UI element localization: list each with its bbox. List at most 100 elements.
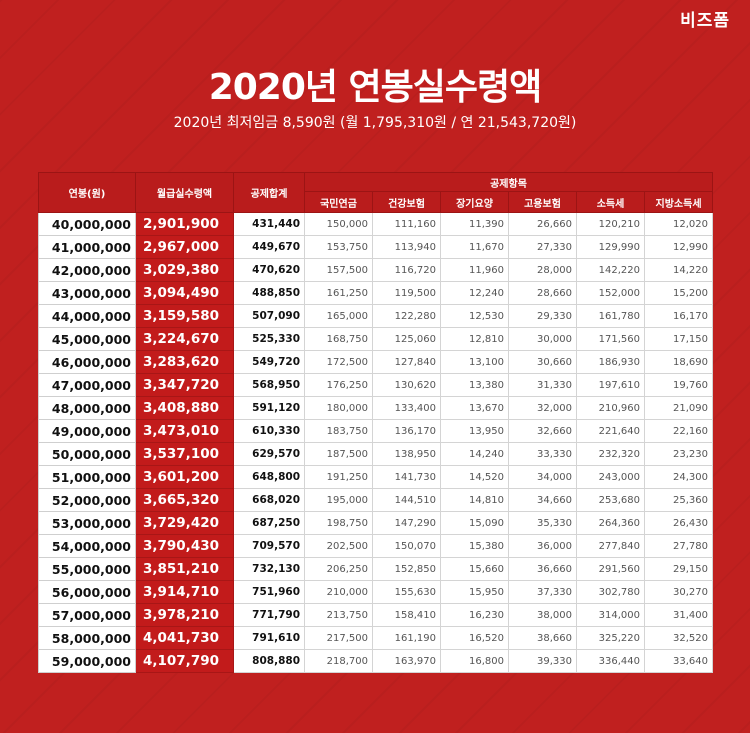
net-monthly-cell: 3,729,420 [135, 511, 234, 535]
local-income-tax-cell: 29,150 [643, 557, 714, 581]
total-deduction-cell: 488,850 [233, 281, 305, 305]
health-insurance-cell: 144,510 [372, 488, 441, 512]
income-tax-cell: 152,000 [576, 281, 645, 305]
pension-cell: 206,250 [304, 557, 373, 581]
long-term-care-cell: 14,520 [440, 465, 509, 489]
pension-cell: 183,750 [304, 419, 373, 443]
income-tax-cell: 210,960 [576, 396, 645, 420]
employment-insurance-cell: 36,660 [508, 557, 577, 581]
long-term-care-cell: 13,100 [440, 350, 509, 374]
annual-salary-cell: 42,000,000 [38, 258, 136, 282]
employment-insurance-cell: 38,660 [508, 626, 577, 650]
local-income-tax-cell: 17,150 [643, 327, 714, 351]
table-row: 52,000,000 3,665,320 668,020 195,000 144,510… [38, 488, 714, 512]
annual-salary-cell: 46,000,000 [38, 350, 136, 374]
pension-cell: 195,000 [304, 488, 373, 512]
local-income-tax-cell: 25,360 [643, 488, 714, 512]
table-row: 55,000,000 3,851,210 732,130 206,250 152,850… [38, 557, 714, 581]
health-insurance-cell: 150,070 [372, 534, 441, 558]
health-insurance-cell: 163,970 [372, 649, 441, 673]
employment-insurance-cell: 28,660 [508, 281, 577, 305]
pension-cell: 218,700 [304, 649, 373, 673]
annual-salary-cell: 40,000,000 [38, 212, 136, 236]
employment-insurance-cell: 35,330 [508, 511, 577, 535]
total-deduction-cell: 808,880 [233, 649, 305, 673]
health-insurance-cell: 141,730 [372, 465, 441, 489]
local-income-tax-cell: 16,170 [643, 304, 714, 328]
brand-logo: 비즈폼 [680, 11, 730, 31]
annual-salary-cell: 54,000,000 [38, 534, 136, 558]
income-tax-cell: 277,840 [576, 534, 645, 558]
local-income-tax-cell: 21,090 [643, 396, 714, 420]
income-tax-cell: 232,320 [576, 442, 645, 466]
net-monthly-cell: 3,094,490 [135, 281, 234, 305]
annual-salary-cell: 43,000,000 [38, 281, 136, 305]
long-term-care-cell: 15,380 [440, 534, 509, 558]
header-employment-insurance: 고용보험 [508, 191, 577, 213]
total-deduction-cell: 791,610 [233, 626, 305, 650]
health-insurance-cell: 152,850 [372, 557, 441, 581]
income-tax-cell: 314,000 [576, 603, 645, 627]
net-monthly-cell: 3,665,320 [135, 488, 234, 512]
long-term-care-cell: 16,230 [440, 603, 509, 627]
health-insurance-cell: 111,160 [372, 212, 441, 236]
total-deduction-cell: 525,330 [233, 327, 305, 351]
net-monthly-cell: 3,408,880 [135, 396, 234, 420]
annual-salary-cell: 45,000,000 [38, 327, 136, 351]
annual-salary-cell: 50,000,000 [38, 442, 136, 466]
net-monthly-cell: 3,978,210 [135, 603, 234, 627]
header-deduction-group: 공제항목 [303, 172, 714, 192]
table-row: 46,000,000 3,283,620 549,720 172,500 127,840… [38, 350, 714, 374]
annual-salary-cell: 57,000,000 [38, 603, 136, 627]
long-term-care-cell: 11,670 [440, 235, 509, 259]
table-row: 54,000,000 3,790,430 709,570 202,500 150,070… [38, 534, 714, 558]
table-row: 59,000,000 4,107,790 808,880 218,700 163,970… [38, 649, 714, 673]
table-row: 57,000,000 3,978,210 771,790 213,750 158,410… [38, 603, 714, 627]
net-monthly-cell: 2,967,000 [135, 235, 234, 259]
local-income-tax-cell: 33,640 [643, 649, 714, 673]
page-title: 2020년 연봉실수령액 [208, 67, 543, 108]
total-deduction-cell: 610,330 [233, 419, 305, 443]
table-row: 40,000,000 2,901,900 431,440 150,000 111,160… [38, 212, 714, 236]
pension-cell: 150,000 [304, 212, 373, 236]
health-insurance-cell: 138,950 [372, 442, 441, 466]
table-row: 50,000,000 3,537,100 629,570 187,500 138,950… [38, 442, 714, 466]
health-insurance-cell: 133,400 [372, 396, 441, 420]
annual-salary-cell: 47,000,000 [38, 373, 136, 397]
total-deduction-cell: 732,130 [233, 557, 305, 581]
health-insurance-cell: 122,280 [372, 304, 441, 328]
income-tax-cell: 336,440 [576, 649, 645, 673]
long-term-care-cell: 12,530 [440, 304, 509, 328]
total-deduction-cell: 648,800 [233, 465, 305, 489]
employment-insurance-cell: 27,330 [508, 235, 577, 259]
table-row: 43,000,000 3,094,490 488,850 161,250 119,500… [38, 281, 714, 305]
local-income-tax-cell: 12,020 [643, 212, 714, 236]
local-income-tax-cell: 27,780 [643, 534, 714, 558]
header-pension: 국민연금 [304, 191, 373, 213]
health-insurance-cell: 158,410 [372, 603, 441, 627]
net-monthly-cell: 3,159,580 [135, 304, 234, 328]
local-income-tax-cell: 30,270 [643, 580, 714, 604]
pension-cell: 217,500 [304, 626, 373, 650]
table-row: 48,000,000 3,408,880 591,120 180,000 133,400… [38, 396, 714, 420]
employment-insurance-cell: 37,330 [508, 580, 577, 604]
health-insurance-cell: 147,290 [372, 511, 441, 535]
income-tax-cell: 186,930 [576, 350, 645, 374]
pension-cell: 157,500 [304, 258, 373, 282]
income-tax-cell: 171,560 [576, 327, 645, 351]
income-tax-cell: 142,220 [576, 258, 645, 282]
local-income-tax-cell: 31,400 [643, 603, 714, 627]
employment-insurance-cell: 32,000 [508, 396, 577, 420]
income-tax-cell: 243,000 [576, 465, 645, 489]
health-insurance-cell: 161,190 [372, 626, 441, 650]
local-income-tax-cell: 19,760 [643, 373, 714, 397]
local-income-tax-cell: 23,230 [643, 442, 714, 466]
pension-cell: 168,750 [304, 327, 373, 351]
pension-cell: 191,250 [304, 465, 373, 489]
pension-cell: 187,500 [304, 442, 373, 466]
header-net-monthly: 월급실수령액 [135, 172, 234, 213]
employment-insurance-cell: 29,330 [508, 304, 577, 328]
long-term-care-cell: 12,240 [440, 281, 509, 305]
table-body: 40,000,000 2,901,900 431,440 150,000 111,160… [38, 212, 714, 673]
page-subtitle: 2020년 최저임금 8,590원 (월 1,795,310원 / 연 21,5… [173, 115, 577, 131]
